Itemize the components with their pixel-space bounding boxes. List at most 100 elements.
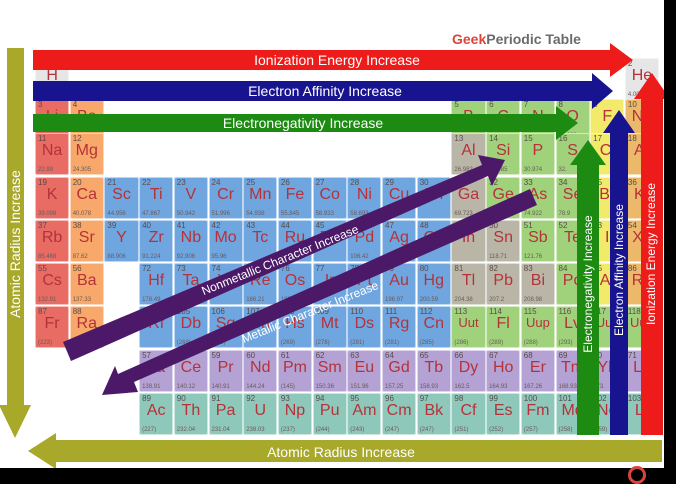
element-symbol: Fm — [526, 402, 550, 419]
atomic-number: 61 — [280, 351, 290, 360]
atomic-number: 96 — [385, 394, 394, 403]
atomic-mass: (278) — [315, 340, 330, 346]
element-symbol: Pa — [215, 402, 236, 419]
atomic-mass: (259) — [593, 427, 608, 433]
element-symbol: Ag — [389, 229, 409, 246]
vertical-electronegativity-arrow — [570, 140, 606, 435]
element-cell-pb: 82 Pb 207.2 — [486, 263, 521, 305]
atomic-number: 102 — [593, 394, 607, 403]
element-symbol: He — [631, 67, 653, 84]
vertical-ionization-energy-arrow — [634, 73, 664, 435]
element-symbol: Te — [564, 229, 582, 246]
atomic-mass: 74.922 — [523, 211, 543, 217]
element-cell-sr: 38 Sr 87.62 — [69, 220, 104, 262]
atomic-number: 106 — [211, 307, 225, 316]
atomic-number: 23 — [176, 178, 186, 187]
atomic-number: 25 — [246, 178, 256, 187]
atomic-number: 18 — [627, 134, 637, 143]
element-cell-na: 11 Na 22.99 — [35, 133, 70, 175]
element-symbol: Uup — [525, 315, 550, 330]
atomic-mass: 151.96 — [350, 384, 369, 390]
atomic-number: 51 — [523, 221, 533, 230]
element-cell-ni: 28 Ni 58.693 — [347, 177, 382, 219]
element-cell-fr: 87 Fr (223) — [35, 306, 70, 348]
element-symbol: Pu — [319, 402, 340, 419]
atomic-number: 45 — [315, 221, 325, 230]
atomic-mass: 231.04 — [211, 427, 230, 433]
atomic-mass: (244) — [315, 427, 330, 433]
atomic-number: 112 — [419, 307, 433, 316]
element-symbol: Y — [116, 229, 127, 246]
atomic-mass: 238.03 — [246, 427, 265, 433]
atomic-mass: 40.078 — [72, 211, 92, 217]
brand-title-gray: Periodic Table — [486, 31, 581, 47]
atomic-mass: 91.224 — [142, 254, 161, 260]
element-symbol: Ce — [180, 359, 202, 376]
element-symbol: Es — [493, 402, 513, 419]
atomic-mass: 150.36 — [315, 384, 334, 390]
periodic-table-poster: 1H2He4.003Li4Be5B6C7N8O15.9999F10Ne11Na2… — [0, 0, 664, 468]
atomic-number: 69 — [558, 351, 568, 360]
atomic-number: 34 — [558, 178, 568, 187]
atomic-mass: 196.97 — [385, 297, 404, 303]
element-cell-fm: 100 Fm (257) — [520, 393, 555, 435]
element-symbol: Tc — [252, 229, 269, 246]
atomic-number: 11 — [38, 134, 47, 143]
atomic-number: 71 — [627, 351, 637, 360]
atomic-number: 68 — [523, 351, 533, 360]
atomic-radius-bottom-arrow — [28, 433, 662, 468]
atomic-number: 57 — [142, 351, 151, 360]
atomic-number: 94 — [315, 394, 325, 403]
element-symbol: Na — [41, 142, 63, 159]
element-symbol: Cs — [42, 272, 62, 289]
element-symbol: Os — [284, 272, 306, 289]
element-symbol: Hf — [148, 272, 165, 289]
element-cell-ho: 67 Ho 164.93 — [486, 350, 521, 392]
atomic-number: 67 — [489, 351, 498, 360]
atomic-mass: (243) — [350, 427, 365, 433]
element-symbol: Eu — [354, 359, 375, 376]
atomic-mass: 106.42 — [350, 254, 369, 260]
atomic-number: 113 — [454, 307, 468, 316]
element-symbol: Sc — [112, 186, 131, 203]
element-symbol: Ta — [182, 272, 200, 289]
element-symbol: Bi — [530, 272, 545, 289]
atomic-number: 37 — [38, 221, 47, 230]
atomic-number: 30 — [419, 178, 429, 187]
element-cell-cf: 98 Cf (251) — [451, 393, 486, 435]
element-symbol: S — [567, 142, 578, 159]
atomic-mass: (257) — [523, 427, 538, 433]
trend-arrows — [0, 43, 664, 468]
electron-affinity-arrow — [33, 73, 613, 109]
element-cell-sm: 62 Sm 150.36 — [312, 350, 347, 392]
element-symbol: Ge — [492, 186, 514, 203]
atomic-radius-left-arrow — [0, 48, 31, 438]
atomic-mass: 22.99 — [38, 167, 54, 173]
element-cell-rg: 111 Rg (281) — [382, 306, 417, 348]
atomic-number: 17 — [593, 134, 603, 143]
vertical-electron-affinity-label: Electron Affinity Increase — [612, 204, 626, 336]
atomic-mass: 32. — [558, 167, 567, 173]
element-symbol: Pr — [217, 359, 234, 376]
element-symbol: I — [605, 229, 610, 246]
atomic-number: 4 — [72, 100, 78, 109]
element-symbol: Ds — [354, 315, 375, 332]
atomic-number: 38 — [72, 221, 82, 230]
atomic-number: 90 — [176, 394, 186, 403]
element-symbol: Sr — [78, 229, 95, 246]
atomic-mass: 157.25 — [385, 384, 404, 390]
atomic-number: 111 — [385, 307, 398, 316]
element-symbol: Mg — [75, 142, 98, 159]
element-symbol: Ni — [356, 186, 372, 203]
atomic-number: 55 — [38, 264, 47, 273]
element-symbol: Rg — [388, 315, 410, 332]
atomic-number: 12 — [72, 134, 82, 143]
element-symbol: Ra — [76, 315, 97, 332]
element-symbol: Ho — [492, 359, 514, 376]
vertical-ionization-energy-label: Ionization Energy Increase — [644, 182, 658, 326]
atomic-mass: 168.93 — [558, 384, 577, 390]
atomic-number: 107 — [246, 307, 260, 316]
atomic-number: 21 — [107, 178, 117, 187]
element-cell-fe: 26 Fe 55.845 — [277, 177, 313, 219]
